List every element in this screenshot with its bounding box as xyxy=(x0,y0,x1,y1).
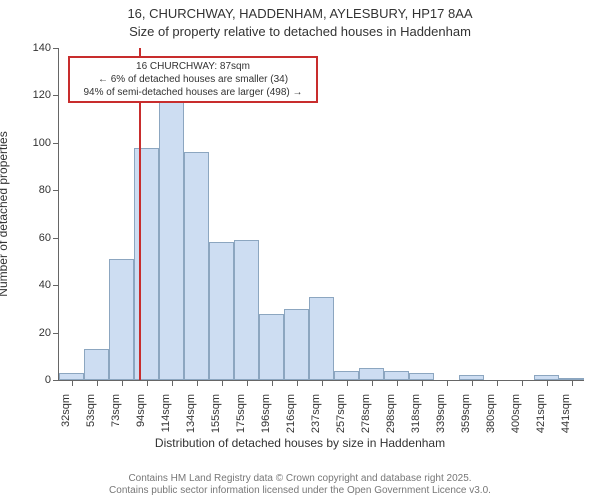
y-tick-label: 120 xyxy=(33,89,51,101)
histogram-bar xyxy=(359,368,384,380)
x-tick xyxy=(497,380,498,386)
annotation-line-1: 16 CHURCHWAY: 87sqm xyxy=(74,60,312,73)
y-tick-label: 100 xyxy=(33,137,51,149)
x-tick xyxy=(97,380,98,386)
y-tick-label: 60 xyxy=(39,232,51,244)
histogram-bar xyxy=(234,240,259,380)
y-tick xyxy=(53,48,59,49)
x-tick-label: 339sqm xyxy=(435,394,447,433)
x-tick xyxy=(472,380,473,386)
y-tick-label: 0 xyxy=(45,374,51,386)
x-tick-label: 318sqm xyxy=(410,394,422,433)
y-tick xyxy=(53,285,59,286)
chart-title-line2: Size of property relative to detached ho… xyxy=(0,24,600,39)
y-tick-label: 40 xyxy=(39,279,51,291)
x-tick-label: 441sqm xyxy=(560,394,572,433)
x-tick xyxy=(297,380,298,386)
annotation-line-2: ← 6% of detached houses are smaller (34) xyxy=(74,73,312,86)
y-tick xyxy=(53,333,59,334)
x-tick xyxy=(147,380,148,386)
annotation-line-3: 94% of semi-detached houses are larger (… xyxy=(74,86,312,99)
x-tick xyxy=(447,380,448,386)
x-tick-label: 155sqm xyxy=(210,394,222,433)
x-tick xyxy=(522,380,523,386)
histogram-bar xyxy=(184,152,209,380)
x-tick xyxy=(247,380,248,386)
y-tick xyxy=(53,238,59,239)
histogram-bar xyxy=(309,297,334,380)
y-tick xyxy=(53,143,59,144)
chart-container: 16, CHURCHWAY, HADDENHAM, AYLESBURY, HP1… xyxy=(0,0,600,500)
x-tick-label: 237sqm xyxy=(310,394,322,433)
x-tick-label: 380sqm xyxy=(485,394,497,433)
x-tick-label: 216sqm xyxy=(285,394,297,433)
x-axis-label: Distribution of detached houses by size … xyxy=(0,436,600,450)
y-tick xyxy=(53,380,59,381)
x-tick-label: 32sqm xyxy=(60,394,72,427)
x-tick-label: 278sqm xyxy=(360,394,372,433)
histogram-bar xyxy=(409,373,434,380)
x-tick-label: 94sqm xyxy=(135,394,147,427)
x-tick-label: 196sqm xyxy=(260,394,272,433)
x-tick-label: 175sqm xyxy=(235,394,247,433)
y-tick xyxy=(53,190,59,191)
histogram-bar xyxy=(59,373,84,380)
x-tick xyxy=(197,380,198,386)
x-tick xyxy=(347,380,348,386)
x-tick xyxy=(222,380,223,386)
y-tick-label: 80 xyxy=(39,184,51,196)
x-tick-label: 73sqm xyxy=(110,394,122,427)
x-tick xyxy=(397,380,398,386)
histogram-bar xyxy=(84,349,109,380)
histogram-bar xyxy=(134,148,159,380)
x-tick-label: 359sqm xyxy=(460,394,472,433)
x-tick xyxy=(547,380,548,386)
chart-title-line1: 16, CHURCHWAY, HADDENHAM, AYLESBURY, HP1… xyxy=(0,6,600,21)
histogram-bar xyxy=(209,242,234,380)
x-tick-label: 53sqm xyxy=(85,394,97,427)
histogram-bar xyxy=(334,371,359,380)
x-tick xyxy=(72,380,73,386)
footer-line1: Contains HM Land Registry data © Crown c… xyxy=(0,473,600,484)
histogram-bar xyxy=(259,314,284,380)
y-axis-label: Number of detached properties xyxy=(0,131,10,296)
footer-line2: Contains public sector information licen… xyxy=(0,485,600,496)
histogram-bar xyxy=(109,259,134,380)
x-tick xyxy=(372,380,373,386)
annotation-box: 16 CHURCHWAY: 87sqm ← 6% of detached hou… xyxy=(68,56,318,103)
x-tick xyxy=(422,380,423,386)
y-tick-label: 140 xyxy=(33,42,51,54)
x-tick xyxy=(322,380,323,386)
x-tick-label: 298sqm xyxy=(385,394,397,433)
y-tick-label: 20 xyxy=(39,327,51,339)
x-tick-label: 400sqm xyxy=(510,394,522,433)
histogram-bar xyxy=(284,309,309,380)
y-tick xyxy=(53,95,59,96)
x-tick xyxy=(572,380,573,386)
x-tick-label: 257sqm xyxy=(335,394,347,433)
x-tick xyxy=(122,380,123,386)
histogram-bar xyxy=(159,100,184,380)
x-tick-label: 134sqm xyxy=(185,394,197,433)
histogram-bar xyxy=(384,371,409,380)
x-tick xyxy=(172,380,173,386)
x-tick-label: 421sqm xyxy=(535,394,547,433)
x-tick xyxy=(272,380,273,386)
x-tick-label: 114sqm xyxy=(160,394,172,432)
